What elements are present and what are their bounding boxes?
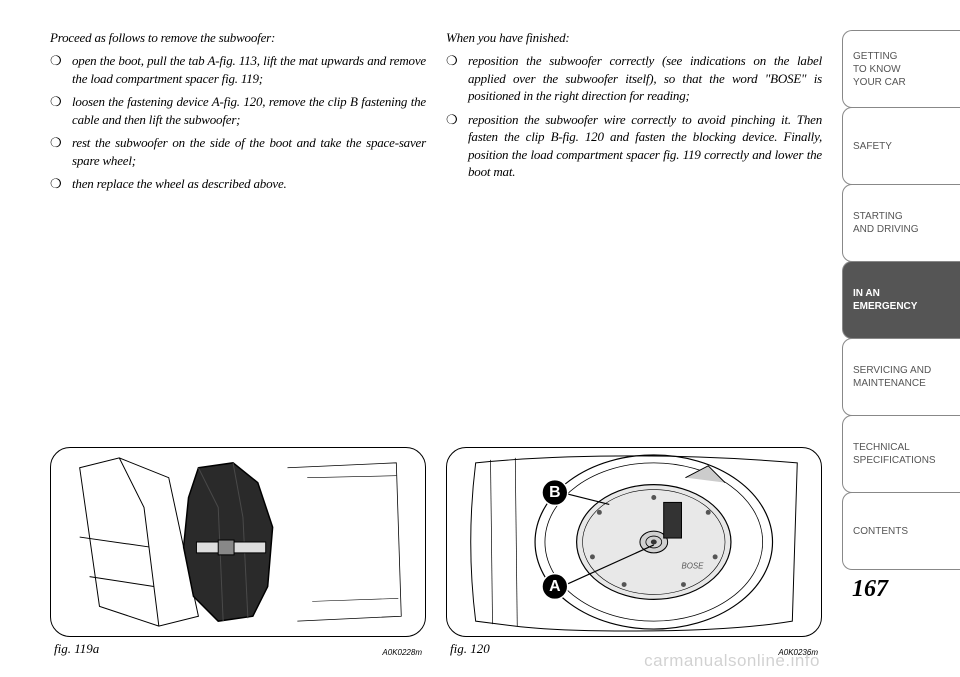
list-item: rest the subwoofer on the side of the bo… (50, 134, 426, 169)
tab-label: SERVICING AND MAINTENANCE (853, 364, 931, 390)
marker-b-label: B (549, 484, 560, 501)
tab-label: IN AN EMERGENCY (853, 287, 917, 313)
jack-diagram (51, 448, 425, 636)
list-item: then replace the wheel as described abov… (50, 175, 426, 193)
right-intro-text: When you have finished: (446, 30, 822, 46)
svg-text:BOSE: BOSE (681, 562, 704, 571)
left-intro-text: Proceed as follows to remove the subwoof… (50, 30, 426, 46)
figure-120-container: BOSE B A (446, 447, 822, 667)
watermark-text: carmanualsonline.info (644, 651, 820, 671)
list-item: reposition the subwoofer wire correctly … (446, 111, 822, 181)
tab-label: GETTING TO KNOW YOUR CAR (853, 50, 906, 89)
tab-servicing-maintenance[interactable]: SERVICING AND MAINTENANCE (842, 338, 960, 416)
tab-starting-driving[interactable]: STARTING AND DRIVING (842, 184, 960, 262)
figure-code: A0K0228m (382, 648, 422, 657)
right-bullet-list: reposition the subwoofer correctly (see … (446, 52, 822, 187)
right-column: When you have finished: reposition the s… (446, 30, 822, 667)
figure-119a-illustration (50, 447, 426, 637)
tab-label: TECHNICAL SPECIFICATIONS (853, 441, 936, 467)
tab-label: CONTENTS (853, 525, 908, 538)
tab-label: SAFETY (853, 140, 892, 153)
wheel-diagram: BOSE B A (447, 448, 821, 636)
sidebar-navigation: GETTING TO KNOW YOUR CAR SAFETY STARTING… (842, 0, 960, 677)
tab-contents[interactable]: CONTENTS (842, 492, 960, 570)
page-container: Proceed as follows to remove the subwoof… (0, 0, 960, 677)
content-area: Proceed as follows to remove the subwoof… (0, 0, 842, 677)
left-bullet-list: open the boot, pull the tab A-fig. 113, … (50, 52, 426, 199)
left-column: Proceed as follows to remove the subwoof… (50, 30, 426, 667)
list-item: reposition the subwoofer correctly (see … (446, 52, 822, 105)
figure-label: fig. 119a (54, 641, 99, 657)
tab-label: STARTING AND DRIVING (853, 210, 919, 236)
marker-a-label: A (549, 578, 561, 595)
figure-120-illustration: BOSE B A (446, 447, 822, 637)
tab-safety[interactable]: SAFETY (842, 107, 960, 185)
figure-119a-caption: fig. 119a A0K0228m (50, 641, 426, 657)
tab-technical-specs[interactable]: TECHNICAL SPECIFICATIONS (842, 415, 960, 493)
tab-in-an-emergency[interactable]: IN AN EMERGENCY (842, 261, 960, 339)
list-item: open the boot, pull the tab A-fig. 113, … (50, 52, 426, 87)
list-item: loosen the fastening device A-fig. 120, … (50, 93, 426, 128)
figure-119a-container: fig. 119a A0K0228m (50, 447, 426, 667)
tab-getting-to-know[interactable]: GETTING TO KNOW YOUR CAR (842, 30, 960, 108)
page-number: 167 (852, 576, 888, 603)
page-number-cell: 167 (842, 569, 960, 609)
figure-label: fig. 120 (450, 641, 490, 657)
